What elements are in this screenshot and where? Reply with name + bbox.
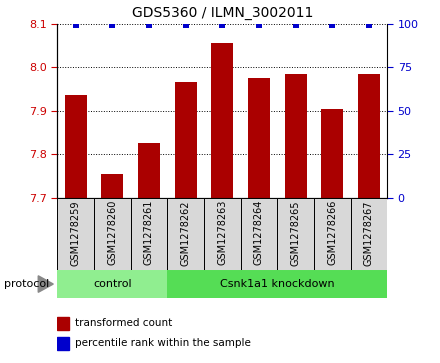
Bar xyxy=(321,109,343,198)
Bar xyxy=(285,74,307,198)
Point xyxy=(292,23,299,28)
FancyBboxPatch shape xyxy=(351,198,387,270)
Bar xyxy=(57,317,69,330)
Title: GDS5360 / ILMN_3002011: GDS5360 / ILMN_3002011 xyxy=(132,6,313,20)
Text: protocol: protocol xyxy=(4,279,50,289)
Text: GSM1278259: GSM1278259 xyxy=(70,200,81,265)
Text: GSM1278261: GSM1278261 xyxy=(144,200,154,265)
Point xyxy=(72,23,79,28)
FancyBboxPatch shape xyxy=(167,198,204,270)
Point xyxy=(255,23,262,28)
Point xyxy=(365,23,372,28)
FancyBboxPatch shape xyxy=(204,198,241,270)
Point xyxy=(145,23,152,28)
Text: GSM1278260: GSM1278260 xyxy=(107,200,117,265)
Text: GSM1278262: GSM1278262 xyxy=(180,200,191,265)
Point xyxy=(182,23,189,28)
Bar xyxy=(358,74,380,198)
Text: GSM1278265: GSM1278265 xyxy=(290,200,301,265)
Text: GSM1278267: GSM1278267 xyxy=(364,200,374,265)
Bar xyxy=(167,270,387,298)
Point xyxy=(219,23,226,28)
Text: GSM1278266: GSM1278266 xyxy=(327,200,337,265)
Text: GSM1278263: GSM1278263 xyxy=(217,200,227,265)
Bar xyxy=(65,95,87,198)
Bar xyxy=(57,270,167,298)
FancyBboxPatch shape xyxy=(241,198,277,270)
Bar xyxy=(211,43,233,198)
Polygon shape xyxy=(38,276,53,292)
Text: GSM1278264: GSM1278264 xyxy=(254,200,264,265)
FancyBboxPatch shape xyxy=(57,198,94,270)
Bar xyxy=(175,82,197,198)
FancyBboxPatch shape xyxy=(314,198,351,270)
FancyBboxPatch shape xyxy=(94,198,131,270)
Point xyxy=(109,23,116,28)
Text: Csnk1a1 knockdown: Csnk1a1 knockdown xyxy=(220,279,334,289)
FancyBboxPatch shape xyxy=(277,198,314,270)
Text: percentile rank within the sample: percentile rank within the sample xyxy=(75,338,251,348)
Bar xyxy=(248,78,270,198)
Point xyxy=(329,23,336,28)
Text: transformed count: transformed count xyxy=(75,318,172,328)
Bar xyxy=(57,337,69,350)
FancyBboxPatch shape xyxy=(131,198,167,270)
Bar xyxy=(101,174,123,198)
Text: control: control xyxy=(93,279,132,289)
Bar xyxy=(138,143,160,198)
